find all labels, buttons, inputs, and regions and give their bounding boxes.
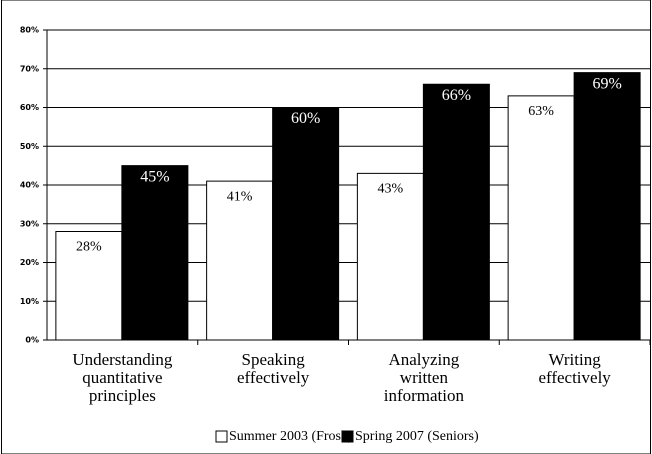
bar bbox=[272, 107, 340, 341]
y-tick-label: 0% bbox=[25, 336, 39, 345]
value-label: 69% bbox=[592, 75, 621, 92]
x-tick-label: quantitative bbox=[82, 368, 162, 387]
bar bbox=[356, 172, 424, 341]
y-tick-label: 10% bbox=[20, 297, 39, 306]
value-label: 45% bbox=[140, 168, 169, 185]
x-tick-label: information bbox=[384, 386, 465, 405]
value-label: 66% bbox=[442, 87, 471, 104]
x-tick-label: principles bbox=[89, 386, 156, 405]
x-tick-label: Understanding bbox=[72, 350, 173, 369]
y-tick-label: 80% bbox=[20, 26, 39, 35]
x-tick-label: written bbox=[400, 368, 449, 387]
legend-swatch bbox=[341, 430, 354, 443]
y-tick-label: 40% bbox=[20, 181, 39, 190]
y-tick-label: 30% bbox=[20, 219, 39, 228]
y-tick-label: 60% bbox=[20, 103, 39, 112]
x-tick-label: Speaking bbox=[241, 350, 305, 369]
bar bbox=[121, 165, 189, 341]
y-tick-label: 50% bbox=[20, 142, 39, 151]
value-label: 60% bbox=[291, 110, 320, 127]
bar bbox=[55, 231, 123, 341]
x-tick-label: Writing bbox=[549, 350, 602, 369]
bar bbox=[206, 180, 274, 341]
value-label: 63% bbox=[528, 104, 554, 119]
x-tick-label: effectively bbox=[237, 368, 310, 387]
bar bbox=[507, 95, 575, 341]
x-tick-label: effectively bbox=[538, 368, 611, 387]
x-tick-label: Analyzing bbox=[388, 350, 459, 369]
bar bbox=[422, 83, 490, 341]
value-label: 28% bbox=[76, 240, 102, 255]
legend-swatch bbox=[215, 430, 228, 443]
value-label: 41% bbox=[227, 189, 253, 204]
bar bbox=[573, 72, 641, 341]
legend-label: Spring 2007 (Seniors) bbox=[355, 429, 479, 444]
legend-label: Summer 2003 (Frosh) bbox=[229, 429, 353, 444]
y-tick-label: 70% bbox=[20, 64, 39, 73]
y-tick-label: 20% bbox=[20, 258, 39, 267]
value-label: 43% bbox=[378, 182, 404, 197]
